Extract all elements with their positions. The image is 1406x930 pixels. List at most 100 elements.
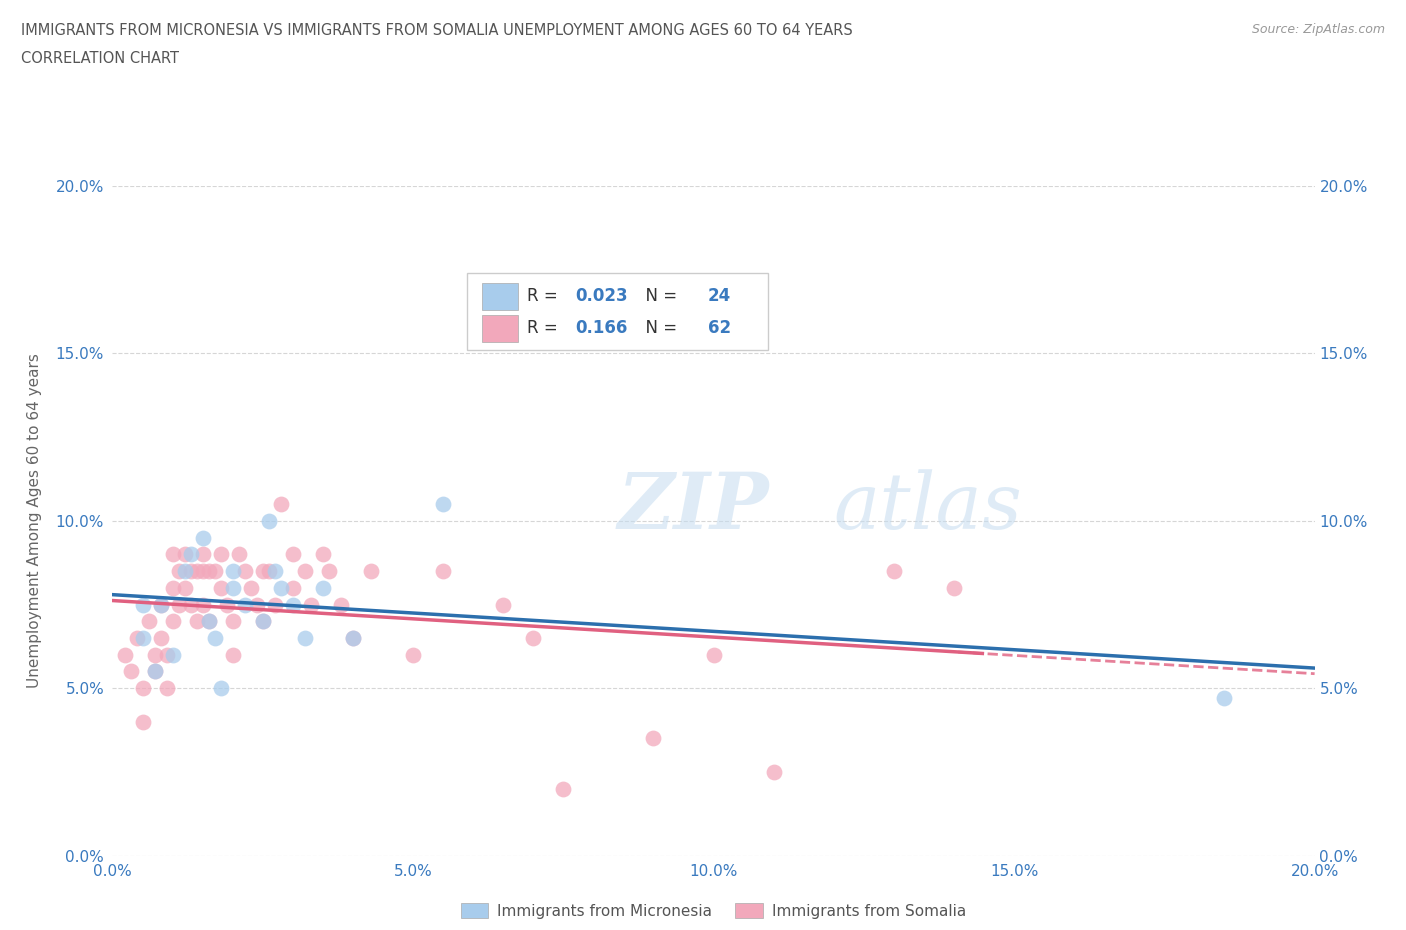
Point	[702, 647, 725, 662]
Point	[191, 597, 214, 612]
Point	[143, 664, 166, 679]
Point	[215, 597, 238, 612]
Point	[492, 597, 515, 612]
Point	[143, 664, 166, 679]
Point	[138, 614, 160, 629]
Point	[149, 631, 172, 645]
Point	[162, 547, 184, 562]
Point	[883, 564, 905, 578]
Point	[162, 614, 184, 629]
Point	[222, 564, 245, 578]
Point	[342, 631, 364, 645]
Text: IMMIGRANTS FROM MICRONESIA VS IMMIGRANTS FROM SOMALIA UNEMPLOYMENT AMONG AGES 60: IMMIGRANTS FROM MICRONESIA VS IMMIGRANTS…	[21, 23, 853, 38]
Text: R =: R =	[527, 287, 564, 305]
Point	[233, 597, 256, 612]
Point	[131, 631, 153, 645]
Point	[131, 681, 153, 696]
Point	[162, 647, 184, 662]
Point	[173, 564, 195, 578]
Point	[180, 547, 202, 562]
Point	[222, 614, 245, 629]
Point	[222, 580, 245, 595]
Point	[197, 614, 219, 629]
Point	[191, 564, 214, 578]
Point	[143, 647, 166, 662]
Point	[120, 664, 142, 679]
Text: N =: N =	[636, 320, 683, 338]
Point	[553, 781, 575, 796]
Y-axis label: Unemployment Among Ages 60 to 64 years: Unemployment Among Ages 60 to 64 years	[27, 353, 42, 688]
Point	[114, 647, 136, 662]
Point	[191, 530, 214, 545]
Point	[281, 580, 304, 595]
Text: R =: R =	[527, 320, 564, 338]
Point	[149, 597, 172, 612]
Point	[228, 547, 250, 562]
Point	[180, 564, 202, 578]
Point	[263, 564, 285, 578]
Point	[270, 580, 292, 595]
Point	[222, 647, 245, 662]
Point	[762, 764, 785, 779]
Point	[257, 513, 280, 528]
Point	[432, 564, 454, 578]
Text: N =: N =	[636, 287, 683, 305]
Text: CORRELATION CHART: CORRELATION CHART	[21, 51, 179, 66]
Point	[167, 597, 190, 612]
Point	[197, 564, 219, 578]
Point	[522, 631, 544, 645]
Point	[246, 597, 269, 612]
Text: atlas: atlas	[834, 470, 1022, 546]
Text: 24: 24	[707, 287, 731, 305]
Text: 62: 62	[707, 320, 731, 338]
Point	[180, 597, 202, 612]
Point	[186, 614, 208, 629]
FancyBboxPatch shape	[481, 315, 517, 342]
Point	[329, 597, 352, 612]
Point	[149, 597, 172, 612]
Point	[162, 580, 184, 595]
Point	[167, 564, 190, 578]
Text: 0.023: 0.023	[575, 287, 628, 305]
Text: Source: ZipAtlas.com: Source: ZipAtlas.com	[1251, 23, 1385, 36]
Point	[209, 547, 232, 562]
Point	[1213, 691, 1236, 706]
Point	[294, 631, 316, 645]
Point	[233, 564, 256, 578]
Point	[197, 614, 219, 629]
Point	[173, 547, 195, 562]
Point	[360, 564, 382, 578]
Point	[643, 731, 665, 746]
Point	[402, 647, 425, 662]
Point	[270, 497, 292, 512]
Point	[155, 647, 177, 662]
Point	[318, 564, 340, 578]
Point	[252, 614, 274, 629]
Point	[204, 564, 226, 578]
FancyBboxPatch shape	[467, 273, 768, 350]
Text: ZIP: ZIP	[617, 469, 769, 546]
Point	[125, 631, 148, 645]
Point	[252, 614, 274, 629]
Point	[281, 547, 304, 562]
Point	[191, 547, 214, 562]
Point	[263, 597, 285, 612]
Point	[204, 631, 226, 645]
Point	[299, 597, 322, 612]
Point	[239, 580, 262, 595]
Point	[294, 564, 316, 578]
Text: 0.166: 0.166	[575, 320, 627, 338]
Point	[942, 580, 965, 595]
Point	[281, 597, 304, 612]
Point	[155, 681, 177, 696]
Point	[257, 564, 280, 578]
Point	[432, 497, 454, 512]
Legend: Immigrants from Micronesia, Immigrants from Somalia: Immigrants from Micronesia, Immigrants f…	[454, 897, 973, 925]
Point	[209, 681, 232, 696]
Point	[173, 580, 195, 595]
FancyBboxPatch shape	[481, 283, 517, 310]
Point	[131, 597, 153, 612]
Point	[312, 547, 335, 562]
Point	[186, 564, 208, 578]
Point	[131, 714, 153, 729]
